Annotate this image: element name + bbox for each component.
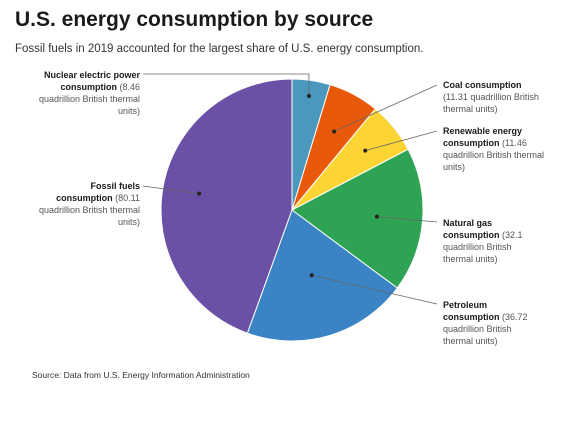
label-petroleum: Petroleum consumption (36.72 quadrillion… — [443, 299, 543, 347]
source-note: Source: Data from U.S. Energy Informatio… — [32, 370, 250, 380]
label-natural-gas-value: (32.1 quadrillion British thermal units) — [443, 230, 523, 264]
chart-subtitle: Fossil fuels in 2019 accounted for the l… — [15, 43, 424, 55]
leader-line-petroleum — [311, 274, 438, 305]
chart-title: U.S. energy consumption by source — [15, 8, 374, 31]
label-coal: Coal consumption (11.31 quadrillion Brit… — [443, 79, 548, 115]
label-petroleum-name: Petroleum consumption — [443, 300, 500, 322]
pie-slice-petroleum — [246, 209, 398, 342]
leader-line-coal — [333, 84, 438, 132]
leader-line-natural-gas — [376, 216, 438, 223]
label-nuclear: Nuclear electric power consumption (8.46… — [22, 69, 140, 117]
pie-slice-fossil — [160, 78, 293, 334]
label-natural-gas-name: Natural gas consumption — [443, 218, 500, 240]
leader-dot-natural-gas — [374, 214, 379, 219]
leader-dot-nuclear — [306, 93, 311, 98]
leader-dot-coal — [332, 129, 337, 134]
label-fossil-value: (80.11 quadrillion British thermal units… — [38, 193, 140, 227]
label-fossil: Fossil fuels consumption (80.11 quadrill… — [38, 180, 140, 228]
pie-slice-natural-gas — [291, 148, 424, 289]
leader-dot-fossil — [197, 191, 202, 196]
label-renewable-value: (11.46 quadrillion British thermal units… — [443, 138, 545, 172]
label-natural-gas: Natural gas consumption (32.1 quadrillio… — [443, 217, 543, 265]
label-petroleum-value: (36.72 quadrillion British thermal units… — [443, 312, 528, 346]
label-renewable-name: Renewable energy consumption — [443, 126, 523, 148]
label-fossil-name: Fossil fuels consumption — [56, 181, 140, 203]
label-renewable: Renewable energy consumption (11.46 quad… — [443, 125, 548, 173]
label-nuclear-value: (8.46 quadrillion British thermal units) — [38, 82, 140, 116]
leader-dot-petroleum — [309, 273, 314, 278]
leader-line-renewable — [365, 130, 438, 151]
leader-line-nuclear — [143, 73, 310, 96]
label-coal-value: (11.31 quadrillion British thermal units… — [443, 92, 539, 114]
label-coal-name: Coal consumption — [443, 80, 522, 90]
leader-line-fossil — [142, 185, 200, 195]
label-nuclear-name: Nuclear electric power consumption — [43, 70, 140, 92]
leader-dot-renewable — [363, 148, 368, 153]
